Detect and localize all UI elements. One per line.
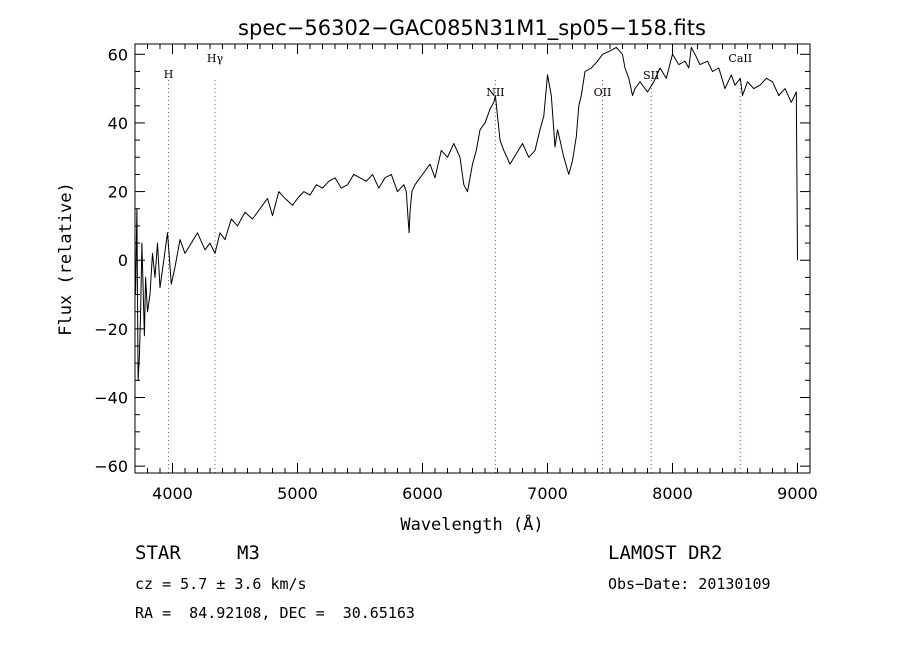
marker-label: Hγ [207, 52, 224, 65]
marker-label: NII [486, 86, 504, 99]
y-tick-label: 60 [108, 45, 128, 64]
y-tick-label: 40 [108, 114, 128, 133]
marker-label: CaII [728, 52, 752, 65]
x-tick-label: 9000 [777, 484, 818, 503]
redshift-velocity: cz = 5.7 ± 3.6 km/s [135, 575, 307, 593]
x-tick-label: 7000 [527, 484, 568, 503]
y-tick-label: 20 [108, 183, 128, 202]
y-tick-label: −60 [94, 457, 128, 476]
chart-title: spec−56302−GAC085N31M1_sp05−158.fits [238, 16, 706, 41]
x-tick-label: 8000 [652, 484, 693, 503]
y-tick-label: −20 [94, 320, 128, 339]
object-class: STAR [135, 542, 181, 564]
observation-date: Obs−Date: 20130109 [608, 575, 771, 593]
marker-label: H [164, 68, 174, 81]
plot-frame [134, 43, 811, 474]
y-tick-label: −40 [94, 388, 128, 407]
object-subclass: M3 [237, 542, 260, 564]
y-axis: −60 −40 −20 0 20 40 60 [94, 45, 810, 476]
x-axis-label: Wavelength (Å) [400, 513, 543, 535]
x-tick-label: 4000 [152, 484, 193, 503]
survey-name: LAMOST DR2 [608, 542, 723, 564]
x-tick-label: 6000 [402, 484, 443, 503]
coordinates: RA = 84.92108, DEC = 30.65163 [135, 604, 415, 622]
spectrum-series [135, 46, 798, 381]
y-tick-label: 0 [118, 251, 128, 270]
spectrum-line [135, 46, 798, 381]
x-tick-label: 5000 [277, 484, 318, 503]
x-axis: 4000 5000 6000 7000 8000 9000 [134, 44, 818, 503]
y-axis-label: Flux (relative) [56, 182, 76, 336]
marker-label: OII [594, 86, 612, 99]
